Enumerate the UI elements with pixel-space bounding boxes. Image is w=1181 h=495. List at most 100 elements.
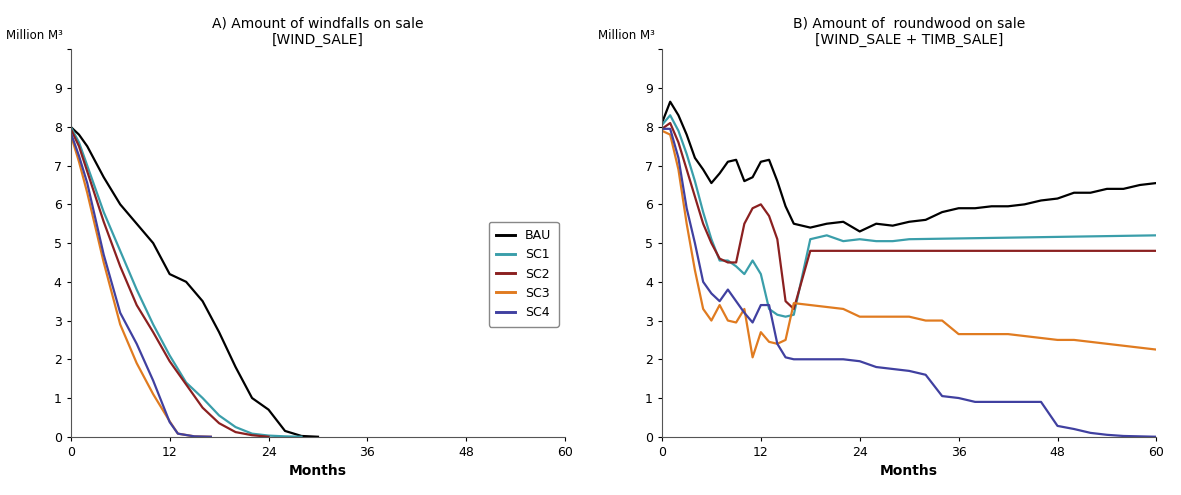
SC4 xyxy=(188,434,202,440)
BAU xyxy=(113,201,128,207)
BAU xyxy=(679,132,693,138)
BAU xyxy=(935,209,950,215)
SC2 xyxy=(737,221,751,227)
BAU xyxy=(720,159,735,165)
SC3 xyxy=(729,319,743,325)
SC1 xyxy=(803,236,817,242)
SC1 xyxy=(654,122,668,128)
SC4 xyxy=(1001,399,1016,405)
SC4 xyxy=(985,399,999,405)
BAU xyxy=(278,428,292,434)
SC3 xyxy=(704,318,718,324)
SC3 xyxy=(968,331,983,337)
BAU xyxy=(778,203,792,209)
SC3 xyxy=(687,267,702,273)
SC3 xyxy=(1083,339,1097,345)
SC2 xyxy=(836,248,850,254)
SC4 xyxy=(671,155,685,161)
SC3 xyxy=(720,318,735,324)
SC3 xyxy=(163,418,177,424)
SC3 xyxy=(696,306,710,312)
BAU xyxy=(836,219,850,225)
BAU xyxy=(1133,182,1147,188)
SC4 xyxy=(869,364,883,370)
SC1 xyxy=(902,236,916,242)
SC1 xyxy=(696,209,710,215)
BAU xyxy=(968,205,983,211)
SC1 xyxy=(704,236,718,242)
SC4 xyxy=(1018,399,1032,405)
BAU xyxy=(1116,186,1130,192)
SC2 xyxy=(180,382,194,388)
SC4 xyxy=(696,279,710,285)
BAU xyxy=(753,159,768,165)
SC1 xyxy=(770,312,784,318)
BAU xyxy=(294,433,308,439)
SC1 xyxy=(869,238,883,244)
SC4 xyxy=(1100,432,1114,438)
SC2 xyxy=(778,298,792,304)
SC4 xyxy=(729,298,743,304)
SC3 xyxy=(886,314,900,320)
Line: SC4: SC4 xyxy=(661,129,1156,437)
SC2 xyxy=(729,259,743,265)
SC4 xyxy=(64,130,78,136)
SC4 xyxy=(919,372,933,378)
SC3 xyxy=(113,321,128,327)
BAU xyxy=(244,395,259,401)
SC2 xyxy=(146,329,161,335)
SC1 xyxy=(196,395,210,401)
SC3 xyxy=(853,314,867,320)
Line: SC1: SC1 xyxy=(71,127,301,437)
Text: Million M³: Million M³ xyxy=(598,29,654,42)
BAU xyxy=(770,178,784,184)
BAU xyxy=(196,298,210,304)
SC4 xyxy=(1033,399,1048,405)
SC2 xyxy=(787,306,801,312)
SC3 xyxy=(171,431,185,437)
SC1 xyxy=(745,257,759,263)
BAU xyxy=(1050,196,1064,201)
SC4 xyxy=(778,354,792,360)
SC3 xyxy=(663,132,677,138)
BAU xyxy=(228,364,242,370)
SC1 xyxy=(853,236,867,242)
BAU xyxy=(985,203,999,209)
SC4 xyxy=(97,252,111,258)
SC4 xyxy=(952,395,966,401)
SC4 xyxy=(1149,434,1163,440)
SC1 xyxy=(886,238,900,244)
SC4 xyxy=(1116,433,1130,439)
SC4 xyxy=(1066,426,1081,432)
SC3 xyxy=(654,128,668,134)
SC4 xyxy=(737,310,751,316)
SC3 xyxy=(952,331,966,337)
SC1 xyxy=(97,209,111,215)
BAU xyxy=(671,112,685,118)
Line: SC3: SC3 xyxy=(661,131,1156,357)
SC3 xyxy=(869,314,883,320)
SC4 xyxy=(1133,434,1147,440)
SC1 xyxy=(278,434,292,440)
SC1 xyxy=(737,271,751,277)
BAU xyxy=(213,329,227,335)
SC2 xyxy=(687,194,702,199)
Line: SC2: SC2 xyxy=(661,123,1156,309)
SC4 xyxy=(1050,423,1064,429)
BAU xyxy=(952,205,966,211)
SC3 xyxy=(1033,335,1048,341)
SC3 xyxy=(80,190,94,196)
BAU xyxy=(696,166,710,172)
SC2 xyxy=(654,126,668,132)
BAU xyxy=(72,132,86,138)
BAU xyxy=(1083,190,1097,196)
X-axis label: Months: Months xyxy=(289,464,347,478)
BAU xyxy=(745,174,759,180)
SC1 xyxy=(679,151,693,157)
BAU xyxy=(1033,198,1048,203)
SC3 xyxy=(1116,343,1130,348)
SC4 xyxy=(679,205,693,211)
SC1 xyxy=(294,434,308,440)
SC1 xyxy=(213,412,227,418)
SC4 xyxy=(968,399,983,405)
